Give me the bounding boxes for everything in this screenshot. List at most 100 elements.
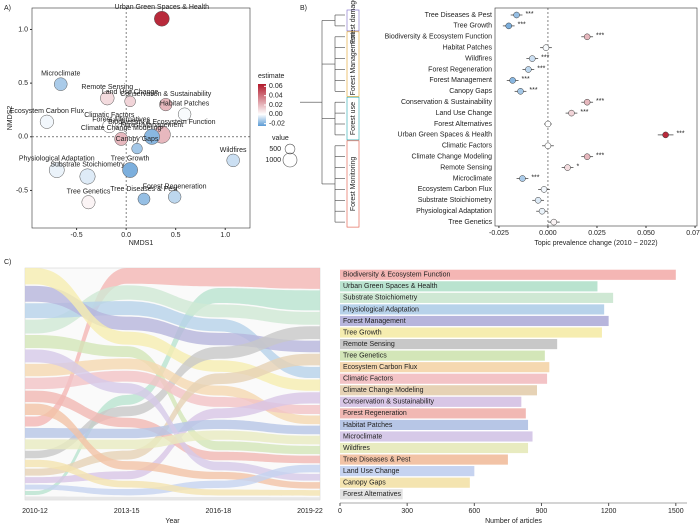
row-label: Wildfires — [465, 55, 492, 62]
significance: *** — [531, 174, 539, 181]
group-strip — [346, 31, 360, 97]
dot — [509, 77, 516, 84]
point — [81, 195, 96, 210]
bar-label: Microclimate — [343, 433, 382, 440]
bar — [340, 477, 470, 488]
x-axis-label: Year — [165, 518, 180, 525]
dot — [564, 164, 571, 171]
color-tick-label: -0.02 — [269, 121, 285, 128]
significance: *** — [596, 98, 604, 105]
size-key-label: 500 — [269, 146, 281, 153]
dot — [550, 218, 558, 226]
row-label: Conservation & Sustainability — [401, 99, 493, 106]
bar-label: Canopy Gaps — [343, 480, 386, 487]
row-label: Tree Growth — [453, 23, 492, 30]
size-key-label: 1000 — [265, 157, 281, 164]
color-tick-label: 0.00 — [269, 111, 283, 118]
x-tick-label: 1500 — [668, 508, 684, 515]
bar — [340, 362, 550, 373]
dot — [662, 131, 669, 139]
group-strip — [346, 96, 360, 141]
point — [168, 190, 182, 204]
bar-label: Forest Alternatives — [343, 491, 401, 498]
bar-label: Habitat Patches — [343, 422, 393, 429]
row-label: Forest Management — [429, 77, 492, 84]
dot — [529, 55, 536, 62]
x-tick-label: 0.075 — [686, 230, 700, 237]
point — [159, 98, 173, 112]
dot — [583, 98, 591, 106]
y-tick-label: 1.0 — [18, 26, 28, 33]
dot — [525, 66, 532, 73]
bar-label: Wildfires — [343, 445, 370, 452]
point-label: Climatic Factors — [84, 112, 135, 119]
size-key — [282, 152, 298, 168]
group-strip — [346, 140, 360, 228]
point-label: Wildfires — [220, 147, 247, 154]
legend-title: value — [272, 135, 289, 142]
row-label: Tree Genetics — [448, 219, 492, 226]
bar — [340, 419, 529, 430]
bar — [340, 396, 522, 407]
significance: *** — [596, 153, 604, 160]
point — [100, 91, 115, 106]
dot — [583, 33, 591, 41]
bar — [340, 350, 545, 361]
point — [39, 114, 54, 129]
x-tick-label: -0.5 — [71, 232, 83, 239]
dot — [538, 207, 546, 215]
point-label: Remote Sensing — [81, 84, 133, 91]
point-label: Tree Genetics — [67, 188, 111, 195]
bar-label: Tree Diseases & Pest — [343, 456, 410, 463]
point — [102, 119, 117, 134]
point — [124, 95, 136, 108]
group-strip — [346, 9, 360, 32]
bar-label: Substrate Stoichiometry — [343, 295, 418, 302]
significance: * — [576, 163, 579, 170]
point-label: Ecosystem Carbon Flux — [10, 108, 85, 115]
bar-label: Land Use Change — [343, 468, 400, 475]
bar-label: Climate Change Modeling — [343, 387, 424, 394]
row-label: Microclimate — [453, 175, 492, 182]
bar-label: Tree Growth — [343, 329, 382, 336]
bar-label: Forest Management — [343, 318, 406, 325]
x-tick-label: 300 — [401, 508, 413, 515]
ribbon — [25, 285, 320, 353]
dot — [519, 175, 526, 182]
row-label: Habitat Patches — [443, 45, 493, 52]
group-label: Forest Management — [350, 33, 357, 96]
bar-label: Biodiversity & Ecosystem Function — [343, 272, 450, 279]
bar — [340, 315, 609, 327]
legend-title: estimate — [258, 73, 285, 80]
x-tick-label: 2016-18 — [205, 508, 231, 515]
x-tick-label: 600 — [468, 508, 480, 515]
panel-label: B) — [300, 5, 307, 12]
row-label: Climatic Factors — [442, 143, 493, 150]
point-label: Substrate Stoichiometry — [50, 162, 125, 169]
point-label: Physiological Adaptation — [19, 155, 95, 162]
ribbon — [25, 459, 320, 496]
x-axis-label: Topic prevalence change (2010 ~ 2022) — [534, 240, 657, 247]
x-tick-label: 2010-12 — [22, 508, 48, 515]
point-label: Tree Diseases & Pest — [110, 186, 177, 193]
group-label: Forest use — [350, 102, 357, 135]
bar — [340, 304, 605, 315]
significance: *** — [596, 33, 604, 40]
point — [131, 143, 143, 155]
x-tick-label: 2019-22 — [297, 508, 323, 515]
x-tick-label: 2013-15 — [114, 508, 140, 515]
ribbon — [25, 287, 320, 496]
dot — [542, 44, 550, 51]
x-tick-label: 0.0 — [121, 232, 131, 239]
dot — [544, 142, 552, 150]
bar-label: Conservation & Sustainability — [343, 399, 435, 406]
bar — [340, 269, 676, 280]
ribbon — [25, 403, 320, 489]
bar-label: Ecosystem Carbon Flux — [343, 364, 418, 371]
significance: *** — [525, 11, 533, 18]
row-label: Substrate Stoichiometry — [418, 197, 493, 204]
point-label: Forest Regeneration — [143, 183, 207, 190]
size-key — [284, 143, 296, 155]
point-label: Forest Management — [121, 122, 184, 129]
